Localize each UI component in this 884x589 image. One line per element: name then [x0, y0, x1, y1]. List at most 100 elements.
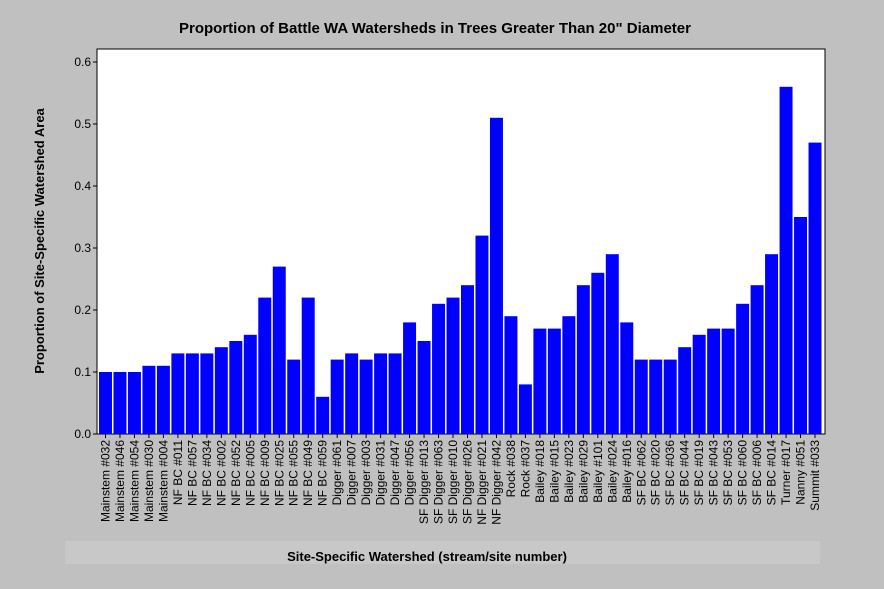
bar	[475, 235, 489, 434]
bar	[403, 322, 417, 434]
x-tick-label: SF BC #006	[750, 440, 764, 506]
y-axis-label: Proportion of Site-Specific Watershed Ar…	[32, 107, 47, 373]
x-tick-label: SF Digger #063	[432, 440, 446, 524]
x-tick-label: NF BC #059	[316, 440, 330, 506]
x-tick-label: SF Digger #026	[460, 440, 474, 524]
x-tick-label: SF BC #062	[634, 440, 648, 506]
x-tick-label: Bailey #015	[547, 440, 561, 503]
x-tick-label: NF BC #052	[229, 440, 243, 506]
x-tick-label: SF BC #020	[649, 440, 663, 506]
x-tick-label: Mainstem #032	[98, 440, 112, 522]
bar	[171, 353, 185, 434]
bar	[750, 285, 764, 434]
bar	[461, 285, 474, 434]
bar	[721, 328, 735, 434]
x-tick-label: Digger #047	[388, 440, 402, 506]
x-tick-label: SF BC #014	[765, 440, 779, 506]
bar	[388, 353, 402, 434]
bar	[243, 334, 257, 434]
y-tick-label: 0.6	[74, 55, 91, 69]
bar	[446, 297, 460, 434]
chart-title: Proportion of Battle WA Watersheds in Tr…	[179, 20, 691, 37]
x-tick-label: SF Digger #010	[446, 440, 460, 524]
x-tick-label: Rock #038	[504, 440, 518, 498]
bar	[316, 396, 330, 434]
bar	[605, 254, 619, 434]
x-tick-label: Mainstem #054	[127, 440, 141, 522]
y-tick-label: 0.2	[74, 303, 91, 317]
x-tick-label: SF BC #036	[663, 440, 677, 506]
bar	[214, 347, 228, 434]
x-tick-label: Nanny #051	[794, 440, 808, 505]
y-tick-label: 0.0	[74, 427, 91, 441]
bar	[634, 359, 648, 434]
bar	[113, 372, 127, 434]
x-tick-label: NF Digger #021	[475, 440, 489, 525]
y-tick-label: 0.1	[74, 365, 91, 379]
x-tick-label: Turner #017	[779, 440, 793, 505]
x-tick-label: SF BC #053	[721, 440, 735, 506]
x-tick-label: Summit #033	[808, 440, 822, 511]
x-tick-label: Digger #003	[359, 440, 373, 506]
bar	[707, 328, 721, 434]
bar	[301, 297, 315, 434]
y-tick-label: 0.3	[74, 241, 91, 255]
bar	[359, 359, 373, 434]
bar	[374, 353, 388, 434]
bar	[518, 384, 532, 434]
bars-group	[99, 86, 822, 435]
x-tick-label: SF Digger #013	[417, 440, 431, 524]
x-tick-label: NF BC #011	[171, 440, 185, 505]
bar	[547, 328, 561, 434]
bar	[765, 254, 779, 434]
bar	[736, 303, 750, 434]
x-tick-label: Digger #007	[345, 440, 359, 506]
bar	[287, 359, 301, 434]
x-tick-label: Mainstem #046	[113, 440, 127, 522]
bar	[258, 297, 272, 434]
x-tick-label: Bailey #018	[533, 440, 547, 503]
x-tick-label: NF BC #034	[200, 440, 214, 506]
x-axis: Mainstem #032 Mainstem #046 Mainstem #054 M…	[98, 434, 822, 525]
x-tick-label: SF BC #043	[707, 440, 721, 506]
x-tick-label: Mainstem #030	[142, 440, 156, 522]
bar	[229, 341, 243, 434]
bar	[533, 328, 547, 434]
bar	[127, 372, 141, 434]
x-tick-label: NF BC #005	[243, 440, 257, 506]
x-tick-label: Rock #037	[518, 440, 532, 498]
x-tick-label: Bailey #029	[576, 440, 590, 503]
x-tick-label: Bailey #023	[562, 440, 576, 503]
bar	[620, 322, 634, 434]
x-tick-label: NF BC #057	[185, 440, 199, 506]
y-axis: 0.0 0.1 0.2 0.3 0.4 0.5 0.6	[74, 55, 97, 441]
x-tick-label: NF BC #025	[272, 440, 286, 506]
x-tick-label: SF BC #044	[678, 440, 692, 506]
y-tick-label: 0.5	[74, 117, 91, 131]
xlabel-band	[65, 541, 820, 564]
bar	[489, 117, 503, 435]
bar	[417, 341, 431, 434]
bar	[576, 285, 590, 434]
x-tick-label: Digger #056	[403, 440, 417, 506]
x-tick-label: SF BC #060	[736, 440, 750, 506]
x-axis-label: Site-Specific Watershed (stream/site num…	[287, 549, 567, 564]
bar	[591, 272, 605, 434]
bar	[330, 359, 344, 434]
x-tick-label: Bailey #101	[591, 440, 605, 503]
x-tick-label: Mainstem #004	[156, 440, 170, 522]
bar	[345, 353, 359, 434]
bar	[808, 142, 822, 434]
bar	[678, 347, 692, 434]
bar	[504, 316, 518, 434]
x-tick-label: Bailey #024	[605, 440, 619, 503]
x-tick-label: Bailey #016	[620, 440, 634, 503]
x-tick-label: SF BC #019	[692, 440, 706, 506]
bar	[99, 372, 112, 434]
y-tick-label: 0.4	[74, 179, 91, 193]
bar	[185, 353, 199, 434]
x-tick-label: NF BC #002	[214, 440, 228, 506]
bar	[272, 266, 286, 434]
